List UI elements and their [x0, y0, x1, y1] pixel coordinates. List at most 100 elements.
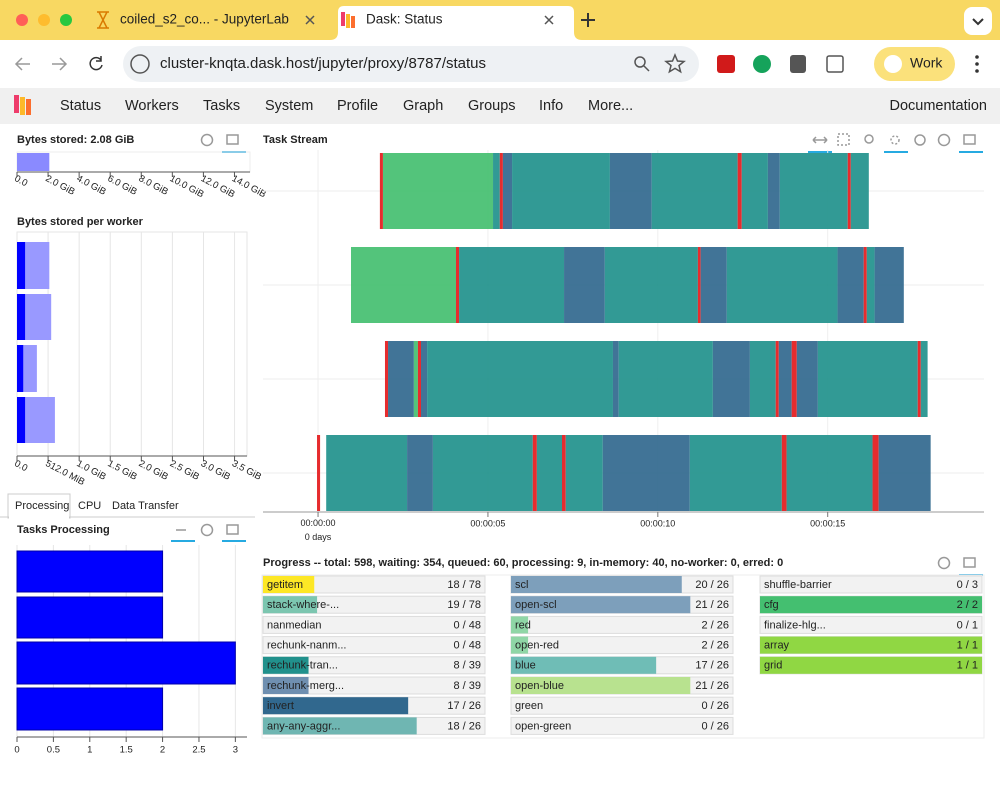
progress-count: 18 / 78	[447, 579, 481, 591]
pan-tool[interactable]	[813, 137, 827, 143]
task-segment[interactable]	[383, 153, 493, 229]
nav-link[interactable]: Status	[60, 98, 101, 114]
extension[interactable]	[753, 55, 771, 73]
toolbar-icon[interactable]	[964, 558, 975, 567]
tab-title[interactable]: coiled_s2_co... - JupyterLab	[120, 12, 289, 27]
task-segment[interactable]	[864, 247, 867, 323]
bar	[17, 688, 163, 730]
nav-link[interactable]: Documentation	[889, 98, 987, 114]
tab-title[interactable]: Dask: Status	[366, 12, 443, 27]
task-segment[interactable]	[533, 435, 537, 511]
task-segment[interactable]	[326, 435, 407, 511]
task-segment[interactable]	[605, 247, 698, 323]
help-icon[interactable]	[202, 525, 213, 536]
nav-link[interactable]: System	[265, 98, 313, 114]
nav-link[interactable]: Tasks	[203, 98, 240, 114]
close-window[interactable]	[16, 14, 28, 26]
nav-link[interactable]: Profile	[337, 98, 378, 114]
task-segment[interactable]	[779, 341, 792, 417]
profile-name[interactable]: Work	[910, 55, 943, 71]
task-segment[interactable]	[433, 435, 533, 511]
tab-label[interactable]: CPU	[78, 500, 101, 512]
task-segment[interactable]	[388, 341, 414, 417]
task-segment[interactable]	[418, 341, 421, 417]
task-segment[interactable]	[564, 247, 605, 323]
task-segment[interactable]	[603, 435, 690, 511]
task-segment[interactable]	[613, 341, 619, 417]
task-segment[interactable]	[503, 153, 512, 229]
toolbar-icon[interactable]	[227, 525, 238, 534]
task-segment[interactable]	[848, 153, 851, 229]
task-segment[interactable]	[879, 435, 931, 511]
reset-tool[interactable]	[915, 135, 925, 145]
task-segment[interactable]	[797, 341, 818, 417]
task-segment[interactable]	[500, 153, 503, 229]
nav-link[interactable]: Graph	[403, 98, 443, 114]
task-segment[interactable]	[782, 435, 787, 511]
help-icon[interactable]	[939, 558, 950, 569]
help-icon[interactable]	[202, 135, 213, 146]
task-segment[interactable]	[698, 247, 701, 323]
task-segment[interactable]	[380, 153, 383, 229]
task-segment[interactable]	[875, 247, 904, 323]
task-segment[interactable]	[713, 341, 750, 417]
zoom-window[interactable]	[60, 14, 72, 26]
task-segment[interactable]	[610, 153, 652, 229]
task-segment[interactable]	[421, 341, 427, 417]
tab-search[interactable]	[964, 7, 992, 35]
tap-tool[interactable]	[891, 136, 899, 144]
minimize-window[interactable]	[38, 14, 50, 26]
task-segment[interactable]	[317, 435, 320, 511]
task-segment[interactable]	[780, 153, 848, 229]
task-segment[interactable]	[690, 435, 782, 511]
url[interactable]: cluster-knqta.dask.host/jupyter/proxy/87…	[160, 55, 486, 72]
task-segment[interactable]	[414, 341, 418, 417]
x-tick-label: 0.5	[47, 745, 60, 756]
task-segment[interactable]	[537, 435, 562, 511]
task-segment[interactable]	[792, 341, 797, 417]
nav-link[interactable]: Info	[539, 98, 563, 114]
tab-label[interactable]: Data Transfer	[112, 500, 179, 512]
task-segment[interactable]	[427, 341, 613, 417]
nav-link[interactable]: Groups	[468, 98, 516, 114]
task-segment[interactable]	[512, 153, 610, 229]
task-segment[interactable]	[652, 153, 738, 229]
task-segment[interactable]	[851, 153, 869, 229]
nav-link[interactable]: More...	[588, 98, 633, 114]
task-segment[interactable]	[566, 435, 603, 511]
task-segment[interactable]	[385, 341, 388, 417]
nav-link[interactable]: Workers	[125, 98, 179, 114]
task-segment[interactable]	[562, 435, 566, 511]
x-tick-label: 12.0 GiB	[199, 173, 237, 200]
task-segment[interactable]	[742, 153, 768, 229]
task-segment[interactable]	[750, 341, 776, 417]
task-segment[interactable]	[701, 247, 727, 323]
task-segment[interactable]	[738, 153, 742, 229]
toolbar-icon[interactable]	[964, 135, 975, 144]
help-icon[interactable]	[939, 135, 950, 146]
task-segment[interactable]	[493, 153, 500, 229]
extension[interactable]	[717, 55, 735, 73]
task-segment[interactable]	[873, 435, 879, 511]
task-segment[interactable]	[351, 247, 456, 323]
task-segment[interactable]	[867, 247, 875, 323]
task-segment[interactable]	[838, 247, 864, 323]
extension[interactable]	[790, 55, 806, 73]
zoom-tool[interactable]	[838, 134, 849, 145]
task-segment[interactable]	[456, 247, 459, 323]
task-segment[interactable]	[787, 435, 873, 511]
task-segment[interactable]	[768, 153, 780, 229]
task-segment[interactable]	[619, 341, 713, 417]
task-segment[interactable]	[776, 341, 779, 417]
hover-tool[interactable]	[865, 135, 873, 143]
task-segment[interactable]	[727, 247, 838, 323]
task-segment[interactable]	[407, 435, 433, 511]
tab-label[interactable]: Processing	[15, 500, 69, 512]
menu[interactable]	[975, 55, 979, 59]
dask-logo[interactable]	[14, 95, 19, 113]
task-segment[interactable]	[459, 247, 564, 323]
task-segment[interactable]	[818, 341, 918, 417]
toolbar-icon[interactable]	[227, 135, 238, 144]
task-segment[interactable]	[918, 341, 921, 417]
task-segment[interactable]	[921, 341, 928, 417]
